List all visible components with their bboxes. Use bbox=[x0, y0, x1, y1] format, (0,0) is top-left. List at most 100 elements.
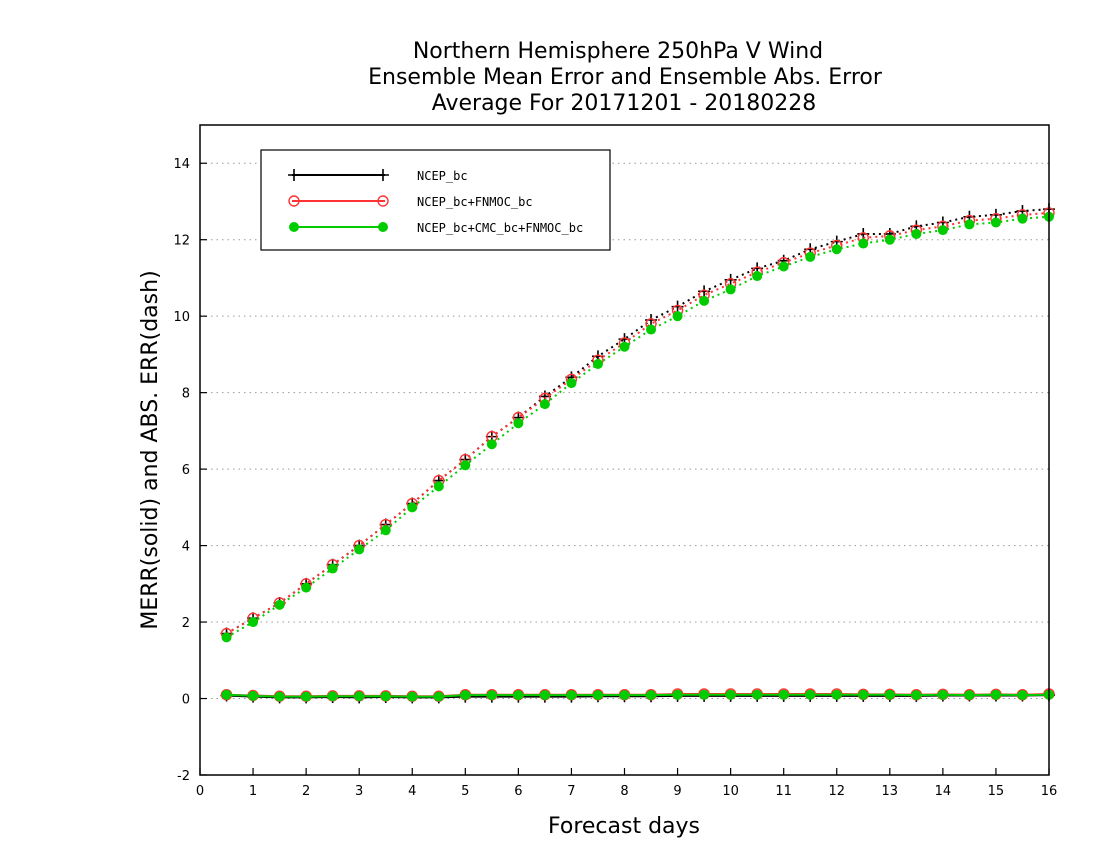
data-point bbox=[1017, 213, 1028, 224]
legend-label: NCEP_bc+CMC_bc+FNMOC_bc bbox=[417, 221, 583, 235]
data-point bbox=[378, 222, 388, 232]
y-tick-label: 0 bbox=[182, 693, 190, 708]
x-tick-label: 15 bbox=[988, 784, 1005, 799]
x-tick-label: 13 bbox=[882, 784, 899, 799]
y-tick-label: 4 bbox=[182, 540, 190, 555]
y-tick-label: 10 bbox=[173, 310, 190, 325]
y-tick-label: 6 bbox=[182, 463, 190, 478]
x-tick-label: 7 bbox=[567, 784, 575, 799]
abs-err-line bbox=[226, 211, 1050, 635]
data-point bbox=[646, 324, 657, 335]
data-point bbox=[248, 617, 259, 628]
series-layer bbox=[220, 203, 1055, 704]
grid bbox=[200, 162, 1049, 776]
data-point bbox=[990, 217, 1001, 228]
series-ncep-bc-cmc-bc-fnmoc-bc bbox=[221, 211, 1054, 702]
data-point bbox=[380, 525, 391, 536]
series-ncep-bc bbox=[220, 203, 1055, 704]
data-point bbox=[858, 238, 869, 249]
x-tick-label: 16 bbox=[1041, 784, 1058, 799]
data-point bbox=[486, 690, 497, 701]
y-tick-label: 14 bbox=[173, 157, 190, 172]
data-point bbox=[380, 691, 391, 702]
data-point bbox=[248, 690, 259, 701]
data-point bbox=[805, 251, 816, 262]
data-point bbox=[288, 195, 300, 207]
data-point bbox=[699, 689, 710, 700]
data-point bbox=[288, 169, 300, 181]
x-tick-label: 10 bbox=[722, 784, 739, 799]
data-point bbox=[778, 689, 789, 700]
data-point bbox=[884, 234, 895, 245]
series-ncep-bc-fnmoc-bc bbox=[220, 207, 1055, 702]
data-point bbox=[699, 295, 710, 306]
x-tick-label: 11 bbox=[775, 784, 792, 799]
x-tick-label: 14 bbox=[935, 784, 952, 799]
legend-box bbox=[260, 149, 611, 251]
x-tick-label: 12 bbox=[828, 784, 845, 799]
x-tick-label: 4 bbox=[408, 784, 416, 799]
data-point bbox=[377, 195, 389, 207]
data-point bbox=[937, 689, 948, 700]
data-point bbox=[937, 225, 948, 236]
data-point bbox=[377, 169, 389, 181]
data-point bbox=[672, 311, 683, 322]
chart-title: Northern Hemisphere 250hPa V Wind Ensemb… bbox=[368, 39, 883, 116]
data-point bbox=[433, 481, 444, 492]
title-line-2: Ensemble Mean Error and Ensemble Abs. Er… bbox=[368, 65, 883, 90]
data-point bbox=[407, 502, 418, 513]
legend: NCEP_bc NCEP_bc+FNMOC_bc NCEP_bc+CMC_bc+FN… bbox=[260, 149, 611, 251]
data-point bbox=[513, 690, 524, 701]
data-point bbox=[911, 690, 922, 701]
data-point bbox=[566, 378, 577, 389]
x-tick-label: 9 bbox=[673, 784, 681, 799]
data-point bbox=[289, 222, 299, 232]
data-point bbox=[805, 689, 816, 700]
abs-err-line bbox=[226, 215, 1050, 639]
data-point bbox=[301, 691, 312, 702]
x-tick-label: 6 bbox=[514, 784, 522, 799]
data-point bbox=[221, 689, 232, 700]
data-point bbox=[274, 599, 285, 610]
data-point bbox=[327, 691, 338, 702]
data-point bbox=[1017, 690, 1028, 701]
data-point bbox=[725, 284, 736, 295]
x-tick-label: 2 bbox=[302, 784, 310, 799]
data-point bbox=[274, 691, 285, 702]
data-point bbox=[566, 690, 577, 701]
data-point bbox=[486, 439, 497, 450]
data-point bbox=[964, 219, 975, 230]
data-point bbox=[539, 690, 550, 701]
x-tick-label: 0 bbox=[196, 784, 204, 799]
data-point bbox=[433, 691, 444, 702]
data-point bbox=[646, 690, 657, 701]
data-point bbox=[460, 690, 471, 701]
data-point bbox=[513, 418, 524, 429]
y-tick-label: 8 bbox=[182, 387, 190, 402]
data-point bbox=[752, 271, 763, 282]
x-axis-label: Forecast days bbox=[548, 814, 700, 839]
x-tick-label: 1 bbox=[249, 784, 257, 799]
data-point bbox=[539, 399, 550, 410]
x-tick-label: 8 bbox=[620, 784, 628, 799]
data-point bbox=[858, 689, 869, 700]
title-line-1: Northern Hemisphere 250hPa V Wind bbox=[413, 39, 823, 64]
title-line-3: Average For 20171201 - 20180228 bbox=[432, 91, 817, 116]
data-point bbox=[592, 690, 603, 701]
data-point bbox=[964, 690, 975, 701]
data-point bbox=[884, 689, 895, 700]
data-point bbox=[831, 244, 842, 255]
data-point bbox=[327, 563, 338, 574]
data-point bbox=[990, 689, 1001, 700]
data-point bbox=[221, 632, 232, 643]
data-point bbox=[460, 460, 471, 471]
y-axis-label: MERR(solid) and ABS. ERR(dash) bbox=[138, 270, 163, 629]
data-point bbox=[354, 691, 365, 702]
data-point bbox=[407, 691, 418, 702]
data-point bbox=[619, 341, 630, 352]
y-tick-label: 12 bbox=[173, 234, 190, 249]
x-tick-label: 5 bbox=[461, 784, 469, 799]
data-point bbox=[672, 689, 683, 700]
